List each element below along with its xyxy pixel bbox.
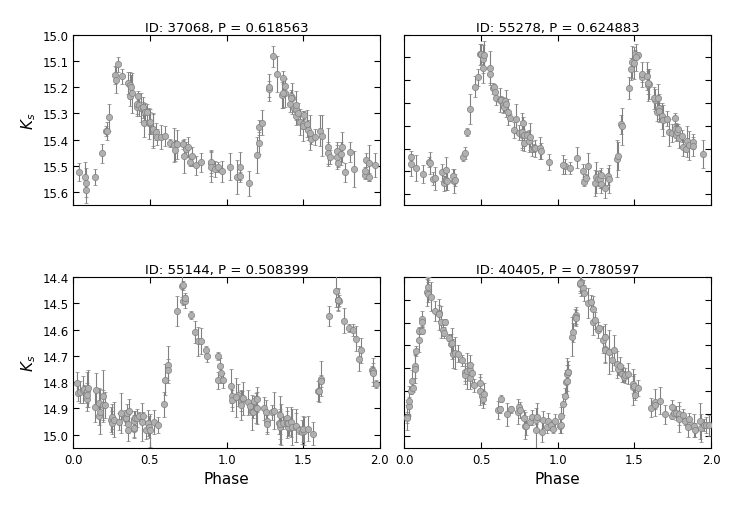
Y-axis label: $K_s$: $K_s$ <box>19 354 38 372</box>
Title: ID: 40405, P = 0.780597: ID: 40405, P = 0.780597 <box>476 264 639 276</box>
Y-axis label: $K_s$: $K_s$ <box>20 112 38 129</box>
Title: ID: 55144, P = 0.508399: ID: 55144, P = 0.508399 <box>145 264 309 276</box>
Title: ID: 55278, P = 0.624883: ID: 55278, P = 0.624883 <box>476 21 640 35</box>
Title: ID: 37068, P = 0.618563: ID: 37068, P = 0.618563 <box>145 21 309 35</box>
X-axis label: Phase: Phase <box>204 471 249 486</box>
X-axis label: Phase: Phase <box>535 471 581 486</box>
